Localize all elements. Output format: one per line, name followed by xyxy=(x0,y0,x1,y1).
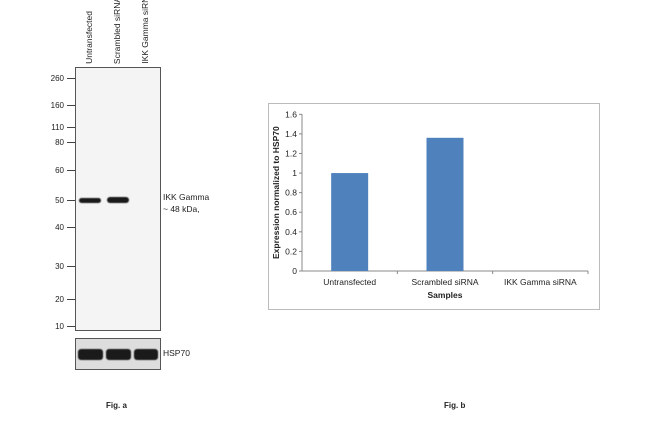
chart-frame xyxy=(268,103,600,310)
y-tick-label: 1 xyxy=(292,168,297,178)
bar-1 xyxy=(426,137,464,271)
loading-control-label: HSP70 xyxy=(163,348,190,358)
y-tick-label: 0.8 xyxy=(285,188,297,198)
y-axis-label: Expression normalized to HSP70 xyxy=(271,126,281,259)
y-tick-label: 0 xyxy=(292,266,297,276)
mw-marker-label: 80 xyxy=(55,137,64,147)
band-untransfected xyxy=(79,198,101,203)
mw-marker-tick xyxy=(67,105,75,106)
hsp70-band-3 xyxy=(134,349,158,360)
mw-marker-tick xyxy=(67,78,75,79)
mw-marker-tick xyxy=(67,266,75,267)
x-tick-label: Scrambled siRNA xyxy=(411,277,478,287)
x-axis-label: Samples xyxy=(428,290,463,300)
y-tick-label: 1.6 xyxy=(285,109,297,119)
mw-marker-tick xyxy=(67,200,75,201)
mw-marker-tick xyxy=(67,127,75,128)
mw-marker-label: 10 xyxy=(55,321,64,331)
bar-0 xyxy=(331,173,369,271)
blot-hsp70 xyxy=(75,338,161,370)
mw-marker-tick xyxy=(67,170,75,171)
x-tick-label: Untransfected xyxy=(323,277,376,287)
mw-marker-label: 260 xyxy=(50,73,64,83)
y-tick-label: 1.2 xyxy=(285,148,297,158)
lane-label: Untransfected xyxy=(84,11,94,64)
band-scrambled xyxy=(107,197,129,203)
mw-marker-tick xyxy=(67,142,75,143)
mw-marker-label: 20 xyxy=(55,294,64,304)
mw-marker-label: 30 xyxy=(55,261,64,271)
y-tick-label: 0.6 xyxy=(285,207,297,217)
y-tick-label: 1.4 xyxy=(285,129,297,139)
mw-marker-tick xyxy=(67,326,75,327)
blot-main xyxy=(75,67,161,331)
y-tick-label: 0.4 xyxy=(285,227,297,237)
y-tick-label: 0.2 xyxy=(285,246,297,256)
caption-a: Fig. a xyxy=(106,401,127,410)
x-tick-label: IKK Gamma siRNA xyxy=(504,277,577,287)
mw-marker-tick xyxy=(67,299,75,300)
mw-marker-label: 160 xyxy=(50,100,64,110)
lane-label: IKK Gamma siRNA xyxy=(140,0,150,64)
mw-marker-tick xyxy=(67,227,75,228)
lane-label: Scrambled siRNA xyxy=(112,0,122,64)
hsp70-band-1 xyxy=(78,349,103,360)
mw-marker-label: 50 xyxy=(55,195,64,205)
caption-b: Fig. b xyxy=(444,401,466,410)
hsp70-band-2 xyxy=(106,349,131,360)
band-size: ~ 48 kDa, xyxy=(163,204,200,214)
band-label: IKK Gamma xyxy=(163,192,210,202)
mw-marker-label: 40 xyxy=(55,222,64,232)
mw-marker-label: 110 xyxy=(51,122,64,132)
mw-marker-label: 60 xyxy=(55,165,64,175)
